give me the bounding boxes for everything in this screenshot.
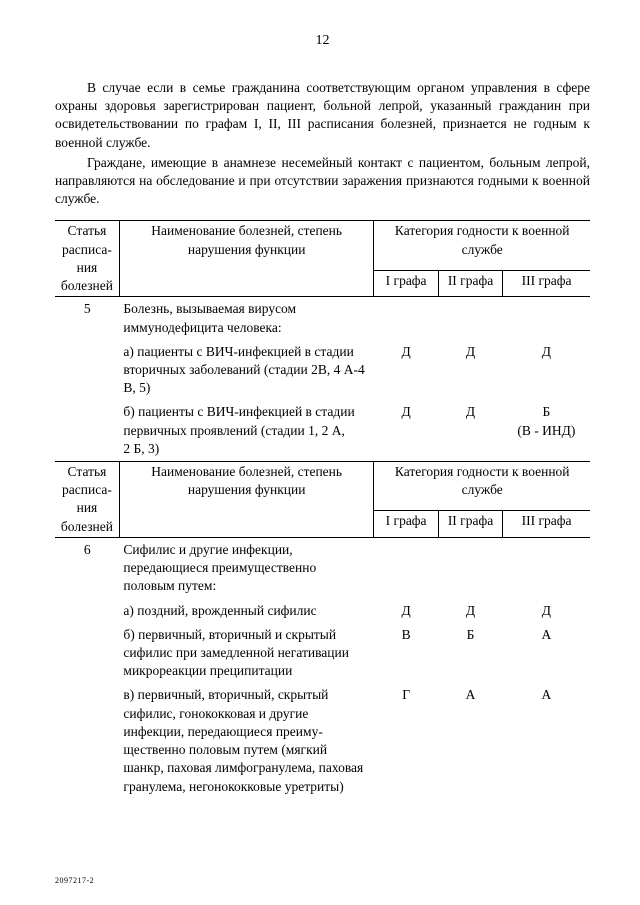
row6-c: в) первичный, вторичный, скрытый сифилис… — [119, 683, 374, 798]
row6-c-c2: А — [438, 683, 502, 798]
row6-title: Сифилис и другие инфекции, передающиеся … — [119, 537, 374, 598]
row6-b-c1: В — [374, 623, 438, 684]
row5-b-c3-extra: (В - ИНД) — [517, 423, 575, 438]
row6-a-c3: Д — [503, 599, 590, 623]
row5-b: б) пациенты с ВИЧ-инфекцией в стадии пер… — [119, 400, 374, 461]
row5-a-c3: Д — [503, 340, 590, 401]
row6-a-c2: Д — [438, 599, 502, 623]
row6-c-c3: А — [503, 683, 590, 798]
table-article-6: Статья расписа­ния болезней Наименование… — [55, 461, 590, 799]
article-6-num: 6 — [55, 537, 119, 598]
th-name-2: Наименование болезней, степень нарушения… — [119, 462, 374, 538]
row5-b-c3-main: Б — [542, 404, 550, 419]
th-col3: III графа — [503, 270, 590, 297]
row5-a-c2: Д — [438, 340, 502, 401]
th-col3-2: III графа — [503, 511, 590, 538]
row6-c-c1: Г — [374, 683, 438, 798]
row5-b-c3: Б (В - ИНД) — [503, 400, 590, 461]
row6-b: б) первичный, вторичный и скрытый сифили… — [119, 623, 374, 684]
row6-b-c3: А — [503, 623, 590, 684]
footer-code: 2097217-2 — [55, 876, 94, 887]
row5-a: а) пациенты с ВИЧ-инфекцией в стадии вто… — [119, 340, 374, 401]
row5-b-line1: б) пациенты с ВИЧ-инфекцией в стадии пер… — [123, 404, 354, 437]
page-number: 12 — [55, 32, 590, 51]
th-article: Статья расписа­ния болезней — [55, 221, 119, 297]
row6-a: а) поздний, врожденный сифилис — [119, 599, 374, 623]
th-name: Наименование болезней, степень нарушения… — [119, 221, 374, 297]
paragraph-2: Граждане, имеющие в анамнезе несемейный … — [55, 154, 590, 209]
row6-b-c2: Б — [438, 623, 502, 684]
th-col2: II графа — [438, 270, 502, 297]
th-article-2: Статья расписа­ния болезней — [55, 462, 119, 538]
table-article-5: Статья расписа­ния болезней Наименование… — [55, 220, 590, 461]
row5-b-c2: Д — [438, 400, 502, 461]
th-category: Категория годности к военной службе — [374, 221, 590, 270]
row5-a-c1: Д — [374, 340, 438, 401]
row5-title: Болезнь, вызываемая вирусом иммунодефици… — [119, 297, 374, 340]
row6-a-c1: Д — [374, 599, 438, 623]
row5-b-c1: Д — [374, 400, 438, 461]
th-col1: I графа — [374, 270, 438, 297]
paragraph-1: В случае если в семье гражданина соответ… — [55, 79, 590, 152]
row5-b-line2: 2 Б, 3) — [123, 441, 159, 456]
page: 12 В случае если в семье гражданина соот… — [0, 0, 640, 905]
article-5-num: 5 — [55, 297, 119, 340]
th-col1-2: I графа — [374, 511, 438, 538]
th-category-2: Категория годности к военной службе — [374, 462, 590, 511]
th-col2-2: II графа — [438, 511, 502, 538]
